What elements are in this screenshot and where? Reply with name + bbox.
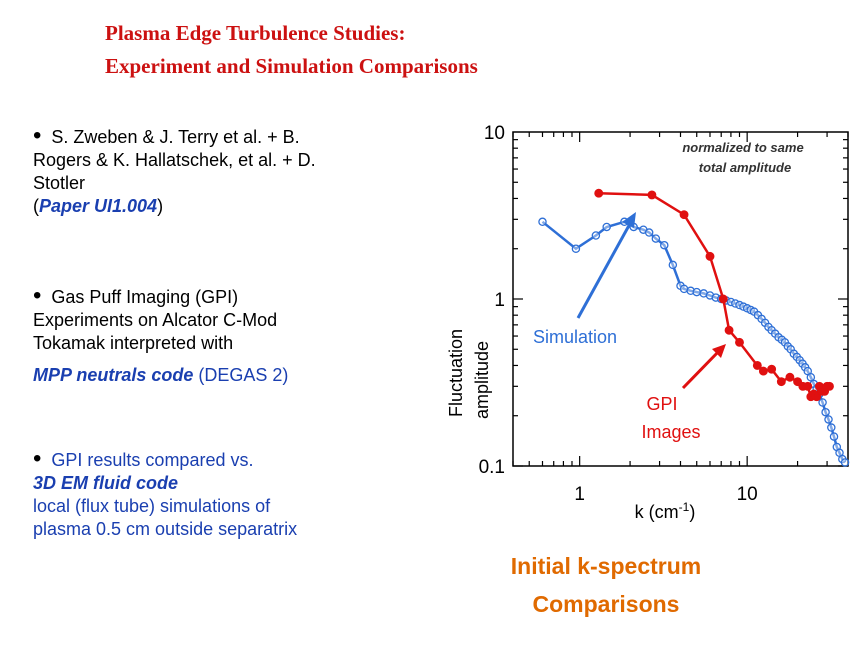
plot-frame: [512, 131, 849, 467]
gpi-point: [718, 294, 728, 304]
simulation-point: [692, 287, 701, 297]
bullet-text: plasma 0.5 cm outside separatrix: [33, 519, 298, 539]
simulation-point: [668, 260, 678, 270]
bullet-dot: •: [33, 122, 42, 149]
y-tick-label: 10: [484, 123, 505, 144]
x-axis-label: k (cm-1): [635, 500, 696, 522]
gpi-point: [679, 210, 689, 220]
bullet-text: Tokamak interpreted with: [33, 333, 234, 353]
simulation-point: [644, 228, 654, 237]
bullet-text: local (flux tube) simulations of: [33, 496, 271, 516]
gpi-label-line-1: GPI: [646, 394, 677, 414]
annotation-line-2: total amplitude: [699, 160, 791, 175]
gpi-point: [724, 325, 734, 335]
bullet-text: Stotler: [33, 173, 86, 193]
gpi-point: [767, 364, 777, 374]
bullet-text: Rogers & K. Hallatschek, et al. + D.: [33, 150, 316, 170]
bullet-text: Gas Puff Imaging (GPI): [51, 287, 239, 307]
chart-labels: normalized to same total amplitude Simul…: [446, 140, 804, 522]
simulation-point: [818, 398, 827, 407]
gpi-point: [647, 190, 657, 200]
simulation-point: [824, 415, 833, 424]
gpi-point: [705, 251, 715, 261]
bullet-text: S. Zweben & J. Terry et al. + B.: [51, 127, 300, 147]
simulation-point: [829, 432, 839, 441]
y-axis-label-line-1: Fluctuation: [446, 329, 466, 417]
simulation-point: [591, 231, 601, 240]
chart-series: [538, 188, 850, 467]
gpi-point: [735, 337, 744, 347]
gpi-point: [752, 361, 762, 370]
gpi-point: [803, 381, 813, 391]
x-tick-label: 10: [737, 484, 758, 505]
simulation-point: [602, 222, 611, 232]
caption-line-1: Initial k-spectrum: [510, 553, 702, 579]
simulation-point: [571, 244, 581, 253]
gpi-point: [785, 372, 795, 382]
gpi-point: [758, 366, 768, 376]
mpp-code: MPP neutrals code: [33, 365, 194, 385]
simulation-point: [538, 217, 547, 227]
x-tick-label: 1: [574, 484, 585, 505]
simulation-label: Simulation: [533, 327, 617, 347]
bullet-dot: •: [33, 282, 42, 309]
bullet-text: GPI results compared vs.: [51, 450, 254, 470]
y-tick-label: 0.1: [479, 457, 505, 478]
paper-reference: Paper UI1.004: [39, 196, 158, 216]
gpi-arrow-head: [712, 344, 726, 358]
gpi-point: [776, 377, 786, 387]
title-line-1: Plasma Edge Turbulence Studies:: [105, 21, 406, 45]
simulation-point: [660, 240, 669, 250]
simulation-arrow-head: [622, 212, 636, 228]
degas-text: (DEGAS 2): [198, 365, 289, 385]
simulation-point: [686, 286, 695, 296]
annotation-line-1: normalized to same: [682, 140, 803, 155]
em-fluid-code: 3D EM fluid code: [33, 473, 179, 493]
simulation-point: [827, 423, 836, 432]
y-axis-label-line-2: amplitude: [472, 341, 492, 419]
bullet-text: Experiments on Alcator C-Mod: [33, 310, 278, 330]
simulation-point: [651, 234, 661, 243]
bullet-comparison: • GPI results compared vs. 3D EM fluid co…: [33, 447, 428, 541]
simulation-point: [840, 458, 850, 467]
gpi-arrow: [681, 348, 722, 390]
bullet-authors: • S. Zweben & J. Terry et al. + B. Rogers…: [33, 122, 316, 217]
caption-line-2: Comparisons: [532, 591, 680, 617]
simulation-point: [806, 372, 816, 382]
simulation-arrow: [576, 219, 634, 319]
simulation-point: [821, 407, 830, 417]
gpi-point: [812, 392, 822, 402]
bullet-gpi: • Gas Puff Imaging (GPI) Experiments on A…: [33, 284, 428, 387]
title-line-2: Experiment and Simulation Comparisons: [105, 54, 478, 78]
gpi-point: [594, 188, 604, 198]
y-tick-label: 1: [494, 290, 505, 311]
bullet-dot: •: [33, 445, 42, 472]
gpi-point: [825, 381, 834, 391]
chart-axes: 10 1 0.1 1 10: [479, 123, 849, 505]
gpi-label-line-2: Images: [641, 422, 700, 442]
